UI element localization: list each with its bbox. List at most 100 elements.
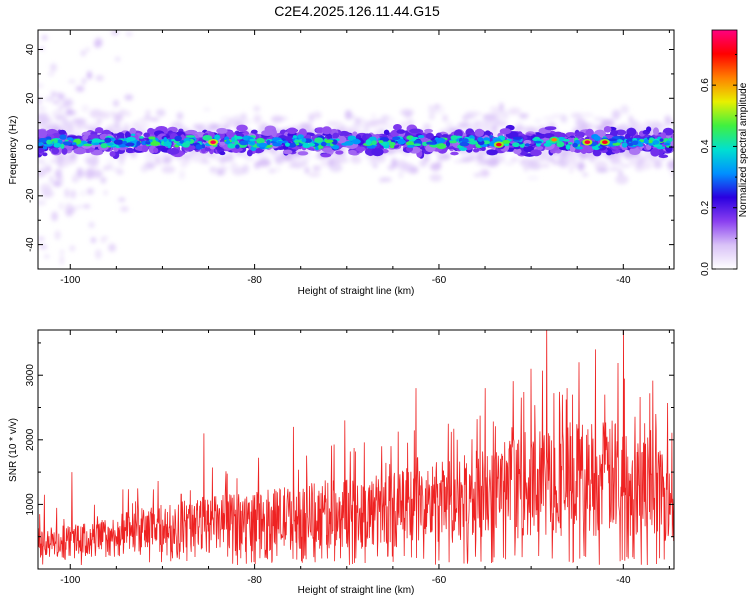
spectrogram-core-blob bbox=[365, 139, 372, 146]
spectrogram-core-blob bbox=[393, 124, 402, 131]
spectrogram-core-blob bbox=[219, 141, 226, 146]
spectrogram-core-blob bbox=[474, 128, 485, 137]
spectrogram-core-blob bbox=[232, 147, 243, 152]
spectrogram-core-blob bbox=[409, 128, 421, 134]
spectrogram-halo-blob bbox=[352, 124, 365, 130]
spectrogram-halo-blob bbox=[38, 107, 47, 111]
spectrogram-halo-blob bbox=[204, 121, 209, 131]
spectrogram-halo-blob bbox=[49, 175, 54, 184]
spectrogram-core-blob bbox=[143, 132, 150, 138]
spectrogram-halo-blob bbox=[628, 157, 639, 166]
spectrogram-core-blob bbox=[445, 140, 451, 147]
spectrogram-halo-blob bbox=[95, 249, 102, 260]
spectrogram-halo-blob bbox=[87, 124, 92, 130]
spectrogram-halo-blob bbox=[489, 106, 500, 114]
colorbar-label: Normalized spectral amplitude bbox=[738, 82, 749, 217]
spectrogram-halo-blob bbox=[575, 118, 586, 128]
spectrogram-x-tick-label: -40 bbox=[616, 275, 631, 286]
spectrogram-halo-blob bbox=[162, 156, 172, 164]
spectrogram-halo-blob bbox=[59, 165, 63, 170]
spectrogram-halo-blob bbox=[665, 116, 671, 122]
spectrogram-halo-blob bbox=[479, 169, 490, 178]
spectrogram-halo-blob bbox=[210, 167, 218, 171]
spectrogram-halo-blob bbox=[546, 156, 556, 162]
spectrogram-core-blob bbox=[486, 149, 498, 156]
spectrogram-halo-blob bbox=[75, 85, 85, 92]
spectrogram-core-blob bbox=[338, 130, 350, 137]
spectrogram-halo-blob bbox=[330, 120, 343, 128]
spectrogram-halo-blob bbox=[485, 158, 499, 167]
spectrogram-core-blob bbox=[94, 127, 104, 134]
spectrogram-core-blob bbox=[125, 142, 135, 147]
spectrogram-halo-blob bbox=[179, 170, 186, 180]
spectrogram-halo-blob bbox=[41, 162, 49, 171]
spectrogram-halo-blob bbox=[88, 221, 95, 228]
spectrogram-halo-blob bbox=[38, 158, 46, 164]
spectrogram-core-blob bbox=[406, 144, 415, 148]
figure-title: C2E4.2025.126.11.44.G15 bbox=[274, 3, 440, 19]
spectrogram-core-blob bbox=[145, 141, 151, 145]
spectrogram-y-tick-label: 0 bbox=[25, 144, 36, 150]
spectrogram-halo-blob bbox=[94, 37, 103, 48]
spectrogram-halo-blob bbox=[559, 150, 569, 156]
colorbar-gradient bbox=[711, 29, 738, 270]
spectrogram-core-blob bbox=[153, 147, 159, 154]
spectrogram-halo-blob bbox=[59, 250, 65, 254]
spectrogram-halo-blob bbox=[578, 151, 588, 160]
spectrogram-halo-blob bbox=[253, 161, 261, 169]
spectrogram-halo-blob bbox=[64, 188, 69, 198]
spectrogram-core-blob bbox=[413, 143, 422, 147]
spectrogram-core-blob bbox=[512, 142, 520, 148]
spectrogram-halo-blob bbox=[609, 155, 622, 163]
spectrogram-halo-blob bbox=[59, 254, 64, 266]
spectrogram-core-blob bbox=[626, 142, 634, 147]
spectrogram-core-blob bbox=[130, 133, 136, 137]
spectrogram-core-blob bbox=[62, 141, 72, 146]
spectrogram-halo-blob bbox=[86, 188, 93, 195]
spectrogram-halo-blob bbox=[100, 177, 106, 184]
spectrogram-core-blob bbox=[322, 147, 333, 153]
spectrogram-halo-blob bbox=[64, 110, 77, 116]
spectrogram-halo-blob bbox=[124, 94, 134, 101]
snr-line bbox=[38, 330, 674, 566]
spectrogram-core-blob bbox=[163, 141, 172, 147]
spectrogram-core-blob bbox=[568, 142, 573, 145]
spectrogram-halo-blob bbox=[145, 109, 151, 116]
spectrogram-halo-blob bbox=[373, 164, 378, 168]
spectrogram-core-blob bbox=[297, 151, 309, 156]
spectrogram-halo-blob bbox=[391, 157, 397, 168]
spectrogram-core-blob bbox=[185, 129, 198, 135]
spectrogram-core-blob bbox=[113, 139, 124, 145]
spectrogram-halo-blob bbox=[485, 116, 497, 124]
spectrogram-core-blob bbox=[652, 140, 660, 145]
spectrogram-core-blob bbox=[656, 146, 666, 150]
spectrogram-core-blob bbox=[383, 129, 390, 136]
spectrogram-core-blob bbox=[489, 135, 494, 139]
spectrogram-halo-blob bbox=[580, 113, 594, 117]
spectrogram-core-blob bbox=[567, 137, 574, 144]
spectrogram-halo-blob bbox=[434, 104, 440, 110]
spectrogram-halo-blob bbox=[242, 119, 252, 125]
spectrogram-halo-blob bbox=[103, 190, 108, 196]
spectrogram-core-blob bbox=[227, 143, 236, 149]
spectrogram-hotspot bbox=[210, 140, 216, 144]
spectrogram-halo-blob bbox=[57, 156, 64, 161]
spectrogram-core-blob bbox=[42, 152, 48, 157]
spectrogram-core-blob bbox=[282, 149, 293, 155]
snr-y-tick-label: 3000 bbox=[25, 364, 36, 387]
spectrogram-halo-blob bbox=[428, 108, 437, 115]
spectrogram-halo-blob bbox=[275, 160, 284, 165]
spectrogram-halo-blob bbox=[611, 109, 621, 120]
spectrogram-halo-blob bbox=[527, 175, 539, 181]
spectrogram-halo-blob bbox=[355, 118, 360, 123]
spectrogram-halo-blob bbox=[104, 159, 116, 163]
spectrogram-core-blob bbox=[629, 147, 641, 156]
spectrogram-core-blob bbox=[664, 142, 670, 146]
spectrogram-panel: -100 -80 -60 -40 -40 -20 0 20 40 Height of stra… bbox=[8, 29, 675, 297]
spectrogram-core-blob bbox=[261, 129, 274, 137]
spectrogram-halo-blob bbox=[84, 124, 89, 130]
spectrogram-halo-blob bbox=[59, 202, 64, 211]
colorbar-tick-label: 0.0 bbox=[700, 262, 711, 276]
spectrogram-core-blob bbox=[336, 135, 347, 144]
